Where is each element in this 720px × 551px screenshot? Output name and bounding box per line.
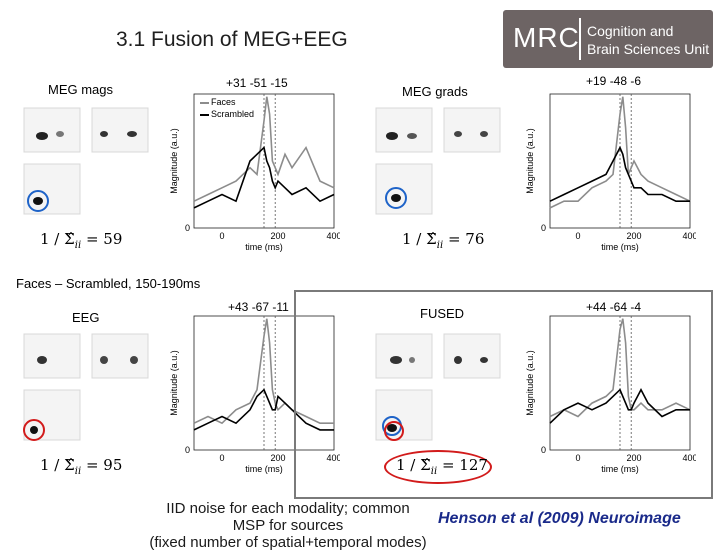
formula-subscript: ii bbox=[436, 240, 444, 251]
logo-line-2: Brain Sciences Unit bbox=[587, 41, 710, 57]
highlight-ellipse bbox=[384, 450, 492, 484]
brain-view-2 bbox=[91, 107, 149, 153]
y-axis-label: Magnitude (a.u.) bbox=[525, 128, 535, 194]
chart-legend: Faces Scrambled bbox=[200, 96, 254, 120]
x-tick-label: 0 bbox=[219, 453, 224, 463]
fused-panel-frame bbox=[294, 290, 713, 499]
series-line-scrambled bbox=[193, 388, 334, 431]
x-tick-label: 200 bbox=[626, 453, 641, 463]
brain-view-1 bbox=[23, 107, 81, 153]
mrc-logo: MRC Cognition and Brain Sciences Unit bbox=[503, 10, 713, 68]
eeg-coord: +43 -67 -11 bbox=[228, 300, 289, 314]
formula-symbol: 1 / Σ̂ bbox=[40, 230, 75, 248]
grads-formula: 1 / Σ̂ii = 76 bbox=[402, 230, 484, 251]
x-axis-label: time (ms) bbox=[601, 242, 639, 252]
formula-value: = 59 bbox=[85, 230, 123, 248]
y-tick-label: 0 bbox=[185, 223, 190, 233]
x-tick-label: 200 bbox=[270, 231, 285, 241]
mags-coord: +31 -51 -15 bbox=[226, 76, 288, 90]
brain-view-3 bbox=[23, 389, 81, 441]
legend-scrambled-swatch bbox=[200, 113, 209, 116]
x-axis-label: time (ms) bbox=[601, 464, 639, 474]
condition-caption: Faces – Scrambled, 150-190ms bbox=[16, 276, 201, 291]
formula-subscript: ii bbox=[74, 466, 82, 477]
x-axis-label: time (ms) bbox=[245, 464, 283, 474]
series-line-faces bbox=[193, 318, 334, 425]
x-tick-label: 400 bbox=[682, 453, 696, 463]
brain-view-1 bbox=[375, 333, 433, 379]
formula-value: = 127 bbox=[441, 456, 488, 474]
eeg-formula: 1 / Σ̂ii = 95 bbox=[40, 456, 122, 477]
brain-view-1 bbox=[375, 107, 433, 153]
footer-note-line-1: IID noise for each modality; common MSP … bbox=[166, 500, 410, 534]
x-axis-label: time (ms) bbox=[245, 242, 283, 252]
y-tick-label: 0 bbox=[185, 445, 190, 455]
legend-scrambled-text: Scrambled bbox=[211, 109, 255, 119]
mags-brain-maps bbox=[23, 107, 149, 215]
grads-coord: +19 -48 -6 bbox=[586, 74, 642, 88]
brain-view-2 bbox=[91, 333, 149, 379]
blue-source-circle bbox=[27, 190, 49, 212]
legend-faces: Faces bbox=[200, 96, 254, 108]
x-tick-label: 200 bbox=[626, 231, 641, 241]
formula-subscript: ii bbox=[430, 466, 438, 477]
x-tick-label: 400 bbox=[326, 231, 340, 241]
eeg-label: EEG bbox=[72, 310, 100, 325]
y-axis-label: Magnitude (a.u.) bbox=[525, 350, 535, 416]
mags-label: MEG mags bbox=[48, 82, 114, 97]
x-tick-label: 400 bbox=[326, 453, 340, 463]
y-tick-label: 0 bbox=[541, 445, 546, 455]
y-tick-label: 0 bbox=[541, 223, 546, 233]
eeg-brain-maps bbox=[23, 333, 149, 441]
grads-chart: 0 200 400 0 time (ms) Magnitude (a.u.) bbox=[525, 93, 696, 252]
formula-value: = 95 bbox=[85, 456, 123, 474]
y-axis-label: Magnitude (a.u.) bbox=[169, 350, 179, 416]
x-tick-label: 0 bbox=[575, 231, 580, 241]
grads-brain-maps bbox=[375, 107, 501, 215]
legend-faces-text: Faces bbox=[211, 97, 236, 107]
fused-formula: 1 / Σ̂ii = 127 bbox=[396, 456, 488, 477]
logo-mark: MRC bbox=[513, 22, 580, 53]
series-line-faces bbox=[549, 96, 691, 209]
series-line-scrambled bbox=[549, 387, 690, 424]
brain-view-2 bbox=[443, 107, 501, 153]
x-tick-label: 0 bbox=[575, 453, 580, 463]
legend-scrambled: Scrambled bbox=[200, 108, 254, 120]
citation: Henson et al (2009) Neuroimage bbox=[438, 510, 681, 527]
fused-label: FUSED bbox=[420, 306, 465, 321]
footer-note-line-2: (fixed number of spatial+temporal modes) bbox=[149, 534, 427, 551]
legend-faces-swatch bbox=[200, 101, 209, 104]
x-tick-label: 400 bbox=[682, 231, 696, 241]
blue-source-circle bbox=[385, 187, 407, 209]
logo-divider bbox=[579, 18, 581, 60]
grads-label: MEG grads bbox=[402, 84, 468, 99]
brain-view-3 bbox=[23, 163, 81, 215]
formula-symbol: 1 / Σ̂ bbox=[402, 230, 437, 248]
red-source-circle bbox=[23, 419, 45, 441]
formula-subscript: ii bbox=[74, 240, 82, 251]
formula-value: = 76 bbox=[447, 230, 485, 248]
fused-chart: 0 200 400 0 time (ms) Magnitude (a.u.) bbox=[525, 315, 696, 474]
slide-title: 3.1 Fusion of MEG+EEG bbox=[116, 28, 348, 51]
mags-formula: 1 / Σ̂ii = 59 bbox=[40, 230, 122, 251]
x-tick-label: 200 bbox=[270, 453, 285, 463]
mags-chart: 0 200 400 0 time (ms) Magnitude (a.u.) bbox=[169, 93, 340, 252]
eeg-chart: 0 200 400 0 time (ms) Magnitude (a.u.) bbox=[169, 315, 340, 474]
series-line-scrambled bbox=[193, 146, 335, 209]
footer-note: IID noise for each modality; common MSP … bbox=[148, 500, 428, 551]
fused-coord: +44 -64 -4 bbox=[586, 300, 642, 314]
x-tick-label: 0 bbox=[219, 231, 224, 241]
logo-line-1: Cognition and bbox=[587, 23, 674, 39]
brain-view-2 bbox=[443, 333, 501, 379]
brain-view-3 bbox=[375, 163, 433, 215]
brain-view-1 bbox=[23, 333, 81, 379]
formula-symbol: 1 / Σ̂ bbox=[396, 456, 431, 474]
fused-brain-maps bbox=[375, 333, 501, 441]
formula-symbol: 1 / Σ̂ bbox=[40, 456, 75, 474]
y-axis-label: Magnitude (a.u.) bbox=[169, 128, 179, 194]
series-line-scrambled bbox=[549, 145, 690, 202]
series-line-faces bbox=[193, 96, 335, 202]
red-source-circle bbox=[384, 421, 404, 441]
